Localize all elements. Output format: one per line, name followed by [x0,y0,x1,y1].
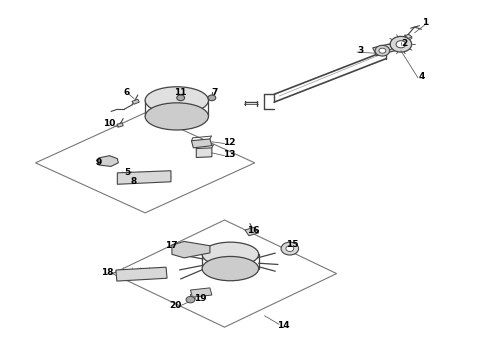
Polygon shape [116,267,167,281]
Text: 13: 13 [223,150,236,159]
Circle shape [390,36,412,52]
Text: 17: 17 [165,240,177,249]
Ellipse shape [145,103,208,130]
Circle shape [223,257,238,267]
Polygon shape [245,227,259,236]
Ellipse shape [145,87,208,114]
Text: 16: 16 [247,226,260,235]
Circle shape [375,45,390,56]
Text: 18: 18 [101,268,114,277]
Text: 4: 4 [418,72,424,81]
Text: 5: 5 [124,168,130,177]
Text: 7: 7 [212,88,218,97]
Circle shape [281,242,298,255]
Circle shape [168,103,186,116]
Text: 1: 1 [422,18,428,27]
Polygon shape [117,123,123,127]
Text: 11: 11 [174,88,187,97]
Circle shape [218,253,243,271]
Text: 9: 9 [96,158,102,167]
Text: 8: 8 [131,177,137,186]
Text: 15: 15 [287,240,299,249]
Circle shape [177,95,185,101]
Text: 2: 2 [402,39,408,48]
Text: 10: 10 [103,119,116,128]
Polygon shape [373,44,395,56]
Polygon shape [196,148,212,157]
Circle shape [396,41,406,48]
Circle shape [208,95,216,101]
Ellipse shape [202,242,259,266]
Text: 3: 3 [358,46,364,55]
Circle shape [163,99,191,119]
Polygon shape [172,242,210,258]
Circle shape [186,296,195,303]
Polygon shape [132,99,139,104]
Circle shape [286,246,294,251]
Text: 14: 14 [277,321,289,330]
Polygon shape [192,139,212,148]
Circle shape [379,48,386,53]
Text: 6: 6 [124,88,130,97]
Polygon shape [191,288,212,297]
Text: 20: 20 [170,301,182,310]
Text: 12: 12 [223,138,236,147]
Ellipse shape [202,256,259,281]
Text: 19: 19 [194,294,206,303]
Polygon shape [99,156,118,166]
Polygon shape [405,34,412,39]
Polygon shape [117,171,171,184]
